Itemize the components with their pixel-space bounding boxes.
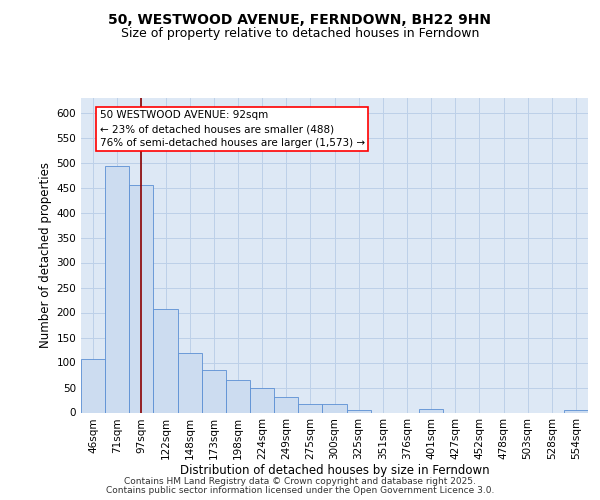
Bar	[347, 410, 371, 412]
Bar	[274, 396, 298, 412]
Bar	[154, 309, 178, 412]
Bar	[419, 408, 443, 412]
Bar	[81, 359, 105, 412]
Bar	[178, 352, 202, 412]
Bar	[105, 166, 129, 412]
Bar	[298, 404, 322, 412]
Text: Contains HM Land Registry data © Crown copyright and database right 2025.: Contains HM Land Registry data © Crown c…	[124, 477, 476, 486]
Bar	[202, 370, 226, 412]
Text: Size of property relative to detached houses in Ferndown: Size of property relative to detached ho…	[121, 28, 479, 40]
Text: 50, WESTWOOD AVENUE, FERNDOWN, BH22 9HN: 50, WESTWOOD AVENUE, FERNDOWN, BH22 9HN	[109, 12, 491, 26]
Text: 50 WESTWOOD AVENUE: 92sqm
← 23% of detached houses are smaller (488)
76% of semi: 50 WESTWOOD AVENUE: 92sqm ← 23% of detac…	[100, 110, 365, 148]
Bar	[322, 404, 347, 412]
Text: Contains public sector information licensed under the Open Government Licence 3.: Contains public sector information licen…	[106, 486, 494, 495]
X-axis label: Distribution of detached houses by size in Ferndown: Distribution of detached houses by size …	[179, 464, 490, 476]
Bar	[250, 388, 274, 412]
Bar	[226, 380, 250, 412]
Bar	[129, 185, 154, 412]
Bar	[564, 410, 588, 412]
Y-axis label: Number of detached properties: Number of detached properties	[39, 162, 52, 348]
